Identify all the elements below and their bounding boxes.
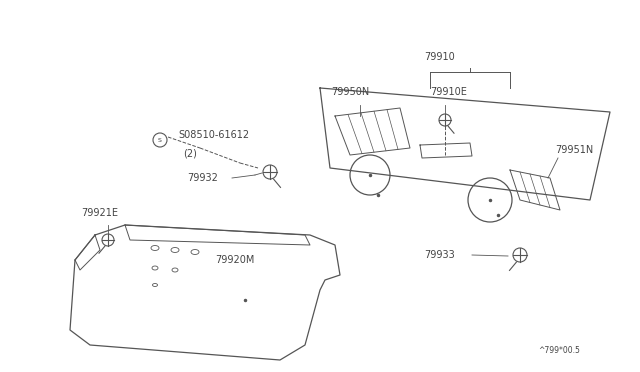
Text: 79921E: 79921E <box>81 208 118 218</box>
Text: (2): (2) <box>183 148 197 158</box>
Text: 79920M: 79920M <box>215 255 254 265</box>
Text: S08510-61612: S08510-61612 <box>178 130 249 140</box>
Text: 79933: 79933 <box>424 250 455 260</box>
Text: 79950N: 79950N <box>331 87 369 97</box>
Text: 79932: 79932 <box>187 173 218 183</box>
Text: 79910: 79910 <box>424 52 456 62</box>
Text: ^799*00.5: ^799*00.5 <box>538 346 580 355</box>
Text: 79910E: 79910E <box>430 87 467 97</box>
Text: S: S <box>158 138 162 142</box>
Text: 79951N: 79951N <box>555 145 593 155</box>
